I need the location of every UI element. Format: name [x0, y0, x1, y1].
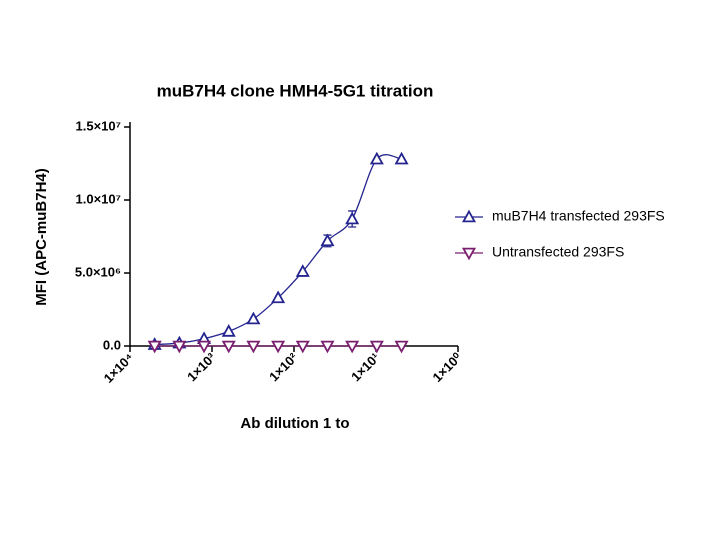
- chart-title: muB7H4 clone HMH4-5G1 titration: [157, 81, 434, 100]
- x-axis-label: Ab dilution 1 to: [240, 415, 349, 432]
- point: [295, 264, 310, 277]
- point: [147, 340, 162, 354]
- y-tick-label: 1.0×10⁷: [76, 191, 122, 206]
- x-tick-label: 1×10²: [266, 349, 301, 384]
- y-axis-label: MFI (APC-muB7H4): [33, 168, 50, 306]
- point: [271, 290, 286, 304]
- fit-line: [154, 154, 402, 346]
- legend-marker: [461, 209, 477, 223]
- point: [394, 340, 409, 354]
- y-tick-label: 1.5×10⁷: [76, 118, 122, 133]
- x-tick-label: 1×10⁴: [101, 350, 137, 386]
- point: [369, 340, 384, 354]
- point: [197, 340, 212, 354]
- point: [246, 311, 261, 325]
- point: [345, 211, 360, 225]
- x-tick-label: 1×10³: [184, 349, 219, 384]
- point: [172, 340, 187, 354]
- x-tick-label: 1×10⁰: [430, 349, 466, 385]
- x-tick-label: 1×10¹: [348, 350, 382, 384]
- point: [271, 340, 286, 354]
- point: [320, 233, 335, 247]
- legend-label: Untransfected 293FS: [492, 244, 624, 260]
- point: [295, 340, 310, 354]
- point: [320, 340, 335, 354]
- legend-marker: [461, 247, 477, 261]
- point: [246, 340, 261, 354]
- y-tick-label: 0.0: [103, 337, 121, 352]
- point: [369, 151, 384, 165]
- point: [394, 151, 409, 165]
- point: [221, 340, 236, 354]
- point: [345, 340, 360, 354]
- y-tick-label: 5.0×10⁶: [75, 264, 121, 279]
- point: [221, 324, 236, 337]
- legend-label: muB7H4 transfected 293FS: [492, 208, 665, 224]
